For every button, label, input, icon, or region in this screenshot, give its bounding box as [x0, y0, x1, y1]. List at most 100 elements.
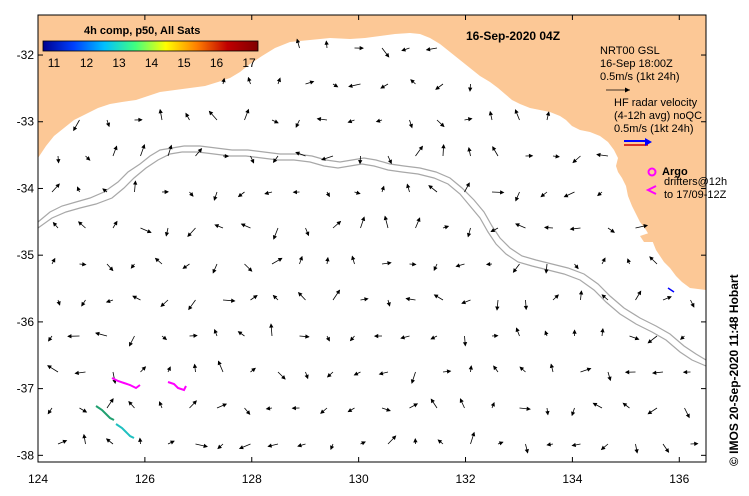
- velocity-arrow-head: [528, 153, 534, 159]
- velocity-arrow-head: [170, 440, 175, 445]
- velocity-arrow-head: [51, 257, 56, 263]
- velocity-arrow-head: [166, 366, 171, 372]
- velocity-arrow-head: [217, 444, 222, 450]
- velocity-arrow-head: [410, 379, 415, 384]
- velocity-arrow-head: [247, 267, 253, 272]
- plot-frame: [37, 14, 707, 463]
- velocity-arrow-head: [664, 448, 670, 453]
- velocity-arrow-head: [347, 408, 353, 413]
- velocity-arrow-head: [386, 407, 391, 412]
- velocity-arrow-head: [490, 228, 496, 233]
- velocity-arrow-head: [353, 371, 359, 376]
- velocity-arrow-head: [305, 334, 310, 339]
- velocity-arrow-head: [295, 151, 300, 156]
- x-tick-label: 124: [28, 472, 48, 486]
- velocity-arrow-head: [569, 226, 575, 231]
- drifter-track: [115, 423, 135, 439]
- velocity-arrow-head: [488, 110, 494, 116]
- velocity-arrow-head: [378, 371, 384, 376]
- velocity-arrow-head: [626, 258, 631, 264]
- colorbar-title: 4h comp, p50, All Sats: [84, 25, 200, 37]
- velocity-arrow-head: [435, 85, 440, 90]
- velocity-arrow-head: [298, 255, 303, 261]
- velocity-arrow-head: [85, 156, 91, 161]
- velocity-arrow-head: [162, 335, 168, 341]
- velocity-arrow-head: [305, 231, 310, 237]
- velocity-arrow-head: [291, 405, 296, 411]
- velocity-arrow-head: [251, 367, 256, 373]
- velocity-arrow-head: [325, 336, 330, 342]
- drifter-track: [167, 381, 187, 392]
- velocity-arrow-head: [601, 294, 607, 299]
- velocity-arrow-head: [461, 300, 466, 305]
- legend-argo-icon: [647, 167, 657, 177]
- velocity-arrow-head: [295, 123, 300, 128]
- velocity-arrow-head: [203, 443, 208, 448]
- velocity-arrow-head: [446, 369, 452, 374]
- colorbar-tick-label: 13: [112, 56, 126, 70]
- velocity-arrow-head: [358, 159, 363, 165]
- velocity-arrow-head: [349, 336, 355, 342]
- velocity-arrow-head: [197, 148, 203, 153]
- legend-hf-arrow-icon: [624, 138, 652, 146]
- velocity-arrow-head: [637, 290, 642, 296]
- x-tick-label: 130: [349, 472, 369, 486]
- velocity-arrow-head: [132, 295, 137, 300]
- colorbar-tick-label: 17: [242, 56, 256, 70]
- velocity-arrow-head: [213, 328, 218, 334]
- velocity-arrow-head: [512, 268, 518, 273]
- velocity-arrow-head: [141, 144, 146, 149]
- velocity-arrow-head: [380, 185, 385, 191]
- velocity-arrow-head: [224, 153, 230, 159]
- isobath-2000m: [37, 151, 707, 367]
- velocity-arrow-head: [222, 403, 228, 408]
- velocity-arrow-head: [113, 220, 118, 226]
- velocity-arrow-head: [52, 221, 58, 227]
- southern-australia-coast: [38, 15, 706, 290]
- velocity-arrow-head: [373, 333, 379, 339]
- legend-hf-line1: HF radar velocity: [614, 97, 698, 109]
- velocity-arrow-head: [187, 232, 192, 238]
- velocity-arrow-head: [555, 154, 560, 159]
- velocity-arrow-head: [465, 182, 470, 188]
- velocity-arrow-head: [572, 158, 578, 164]
- y-tick-label: -36: [17, 315, 35, 329]
- velocity-arrow-head: [213, 196, 218, 201]
- kangaroo-island: [640, 232, 660, 242]
- velocity-arrow-head: [185, 112, 190, 118]
- velocity-arrow-head: [47, 365, 52, 370]
- y-tick-label: -37: [17, 382, 35, 396]
- legend-nrt-line1: NRT00 GSL: [600, 45, 660, 57]
- velocity-arrow-head: [347, 119, 353, 124]
- velocity-arrow-head: [384, 52, 390, 58]
- colorbar-tick-label: 14: [145, 56, 159, 70]
- velocity-arrow-head: [247, 76, 252, 82]
- velocity-arrow-head: [105, 122, 111, 128]
- colorbar-ticks: 11 12 13 14 15 16 17: [48, 56, 256, 70]
- velocity-arrow-head: [405, 296, 410, 302]
- drifter-tracks: [95, 377, 187, 439]
- velocity-arrow-head: [212, 268, 217, 274]
- velocity-arrow-head: [515, 223, 520, 228]
- x-tick-label: 126: [135, 472, 155, 486]
- velocity-arrow-head: [408, 123, 413, 129]
- velocity-arrow-head: [237, 331, 243, 336]
- velocity-arrow-head: [364, 297, 369, 302]
- land-mass: [38, 15, 706, 290]
- velocity-arrow-head: [544, 330, 549, 336]
- velocity-arrow-head: [519, 366, 525, 371]
- velocity-arrow-head: [168, 144, 173, 150]
- velocity-arrow-head: [400, 335, 405, 340]
- velocity-arrow-head: [690, 302, 695, 308]
- velocity-arrow-head: [413, 403, 419, 408]
- velocity-arrow-head: [351, 255, 356, 261]
- velocity-arrow-head: [563, 193, 569, 198]
- x-tick-label: 128: [242, 472, 262, 486]
- velocity-arrow-head: [380, 84, 386, 89]
- velocity-arrow-head: [387, 261, 392, 266]
- velocity-arrow-head: [545, 410, 550, 416]
- velocity-arrow-head: [441, 144, 446, 149]
- velocity-arrow-head: [466, 232, 472, 238]
- velocity-arrow-head: [252, 295, 258, 300]
- velocity-arrow-head: [586, 367, 592, 372]
